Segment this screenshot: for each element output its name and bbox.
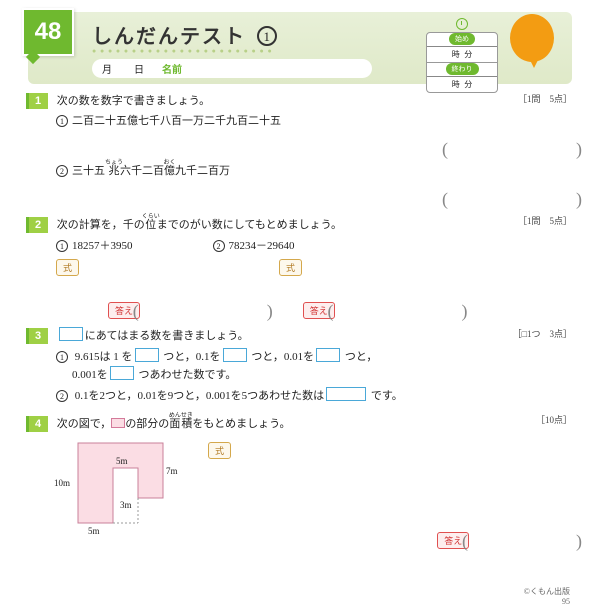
answer-blank[interactable] <box>452 140 572 157</box>
question-4: 4 次の図で，の部分の面積めんせきをもとめましょう。 ［10点］ 10m 5m … <box>28 413 572 549</box>
q2-points: ［1問 5点］ <box>518 214 572 227</box>
month-label: 月 <box>102 61 112 76</box>
page-title: しんだんテスト <box>92 20 246 49</box>
header: 48 しんだんテスト 1 ● ● ● ● ● ● ● ● ● ● ● ● ● ●… <box>28 12 572 84</box>
shiki-label: 式 <box>208 442 231 459</box>
q4-points: ［10点］ <box>536 413 572 426</box>
answer-blank[interactable] <box>472 535 572 547</box>
start-label: 始め <box>449 33 475 45</box>
question-1: 1 次の数を数字で書きましょう。 ［1問 5点］ 1二百二十五億七千八百一万二千… <box>28 92 572 206</box>
question-number: 3 <box>28 328 48 344</box>
q1-item-2: 2三十五 兆ちょう六千二百億おく九千二百万 <box>56 160 572 206</box>
footer: ©くもん出版 95 <box>524 586 570 606</box>
question-number: 1 <box>28 93 48 109</box>
q1-prompt: 次の数を数字で書きましょう。 <box>57 95 210 107</box>
name-date-row: 月 日 名前 <box>92 59 372 78</box>
q3-item-1: 1 9.615は 1 を つと，0.1を つと，0.01を つと， 0.001を… <box>56 348 572 383</box>
q2-prompt: 次の計算を，千の位くらいまでのがい数にしてもとめましょう。 <box>57 219 342 231</box>
name-label: 名前 <box>162 61 182 76</box>
answer-blank[interactable] <box>452 190 572 207</box>
fill-box[interactable] <box>223 348 247 362</box>
shiki-label: 式 <box>56 259 79 276</box>
q1-points: ［1問 5点］ <box>518 92 572 105</box>
q3-points: ［□1つ 3点］ <box>513 327 572 340</box>
test-number: 1 <box>257 26 277 46</box>
clock-icon <box>456 18 468 30</box>
fill-box[interactable] <box>135 348 159 362</box>
q1-item-1: 1二百二十五億七千八百一万二千九百二十五 <box>56 113 572 156</box>
q2-item-2: 278234－29640 <box>213 237 295 253</box>
fill-box[interactable] <box>316 348 340 362</box>
question-2: 2 次の計算を，千の位くらいまでのがい数にしてもとめましょう。 ［1問 5点］ … <box>28 214 572 319</box>
page-number-badge: 48 <box>22 8 74 56</box>
question-3: 3 にあてはまる数を書きましょう。 ［□1つ 3点］ 1 9.615は 1 を … <box>28 327 572 405</box>
q3-item-2: 2 0.1を2つと，0.01を9つと，0.001を5つあわせた数は です。 <box>56 387 572 405</box>
question-number: 2 <box>28 217 48 233</box>
q2-item-1: 118257＋3950 <box>56 237 133 253</box>
shiki-label: 式 <box>279 259 302 276</box>
fill-box[interactable] <box>326 387 366 401</box>
time-box: 始め 時 分 終わり 時 分 <box>426 18 498 93</box>
area-figure: 10m 5m 7m 3m 5m <box>68 438 178 538</box>
q4-prompt: 次の図で，の部分の面積めんせきをもとめましょう。 <box>57 418 291 430</box>
q3-prompt: にあてはまる数を書きましょう。 <box>57 330 249 342</box>
answer-blank[interactable] <box>338 305 458 317</box>
end-label: 終わり <box>446 63 479 75</box>
question-number: 4 <box>28 416 48 432</box>
fill-box[interactable] <box>110 366 134 380</box>
balloon-icon <box>510 14 554 62</box>
answer-blank[interactable] <box>143 305 263 317</box>
day-label: 日 <box>134 61 144 76</box>
